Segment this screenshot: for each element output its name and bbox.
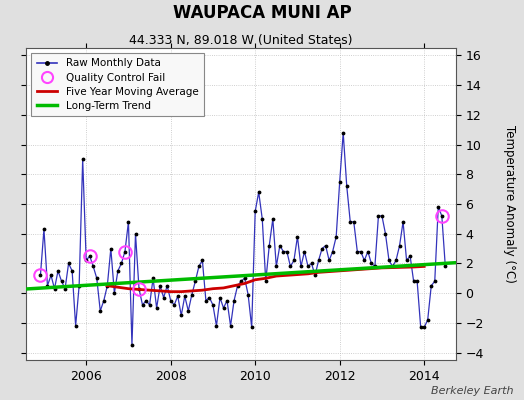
Y-axis label: Temperature Anomaly (°C): Temperature Anomaly (°C): [504, 125, 517, 283]
Text: WAUPACA MUNI AP: WAUPACA MUNI AP: [173, 4, 351, 22]
Text: Berkeley Earth: Berkeley Earth: [431, 386, 514, 396]
Title: 44.333 N, 89.018 W (United States): 44.333 N, 89.018 W (United States): [129, 34, 353, 47]
Legend: Raw Monthly Data, Quality Control Fail, Five Year Moving Average, Long-Term Tren: Raw Monthly Data, Quality Control Fail, …: [31, 53, 204, 116]
